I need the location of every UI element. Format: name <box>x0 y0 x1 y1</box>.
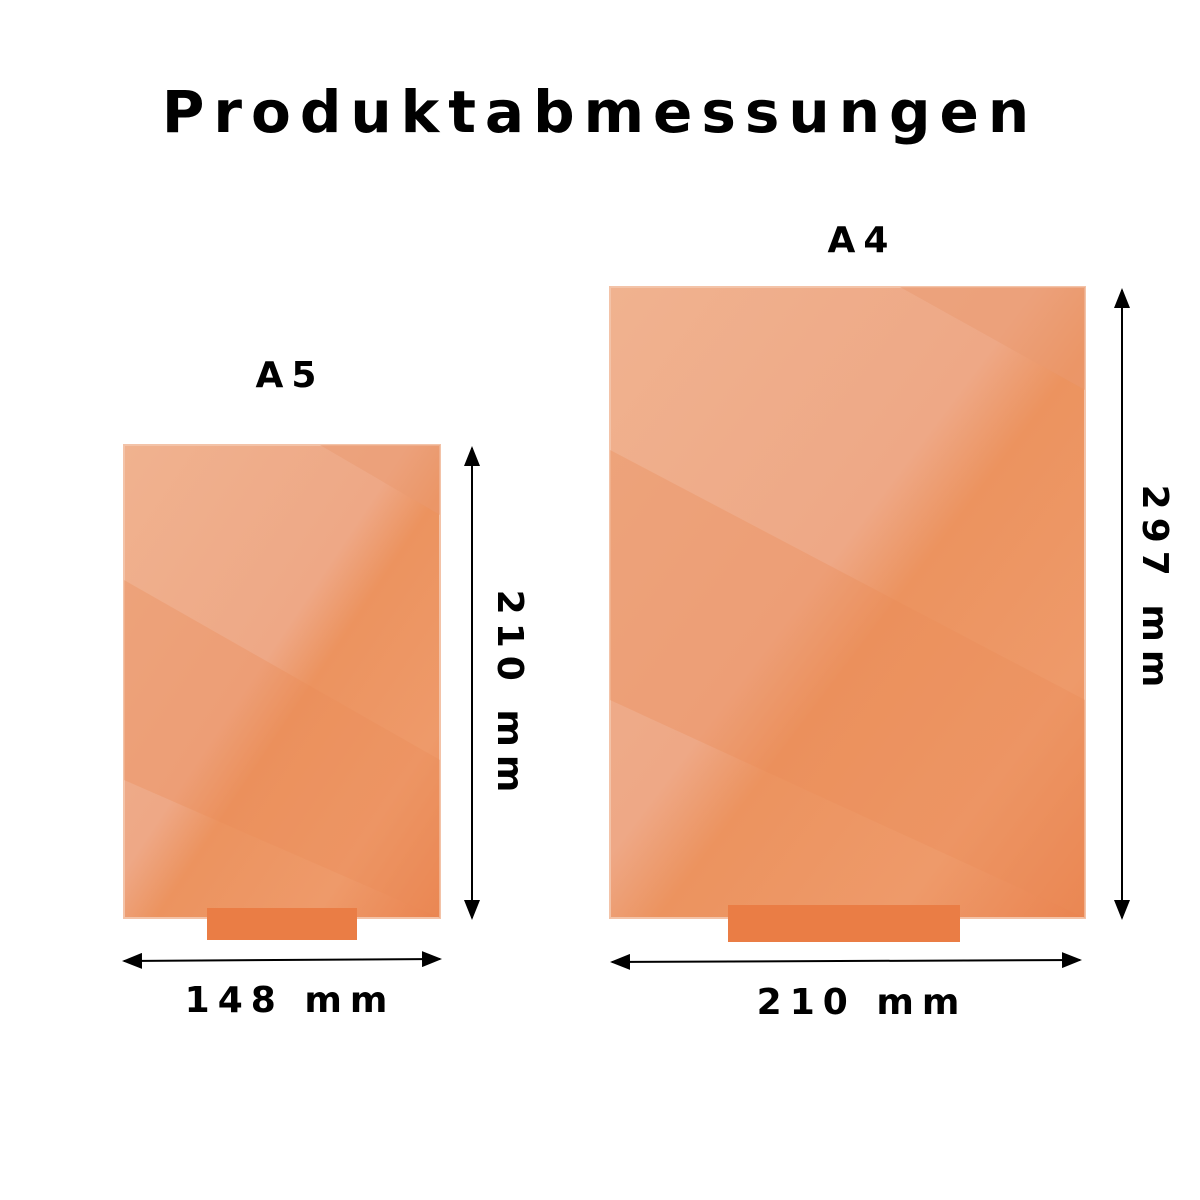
a4-height-label: 297 mm <box>1134 484 1175 696</box>
a5-panel <box>123 444 441 919</box>
a4-width-arrow <box>610 952 1082 970</box>
a5-height-label: 210 mm <box>489 589 530 801</box>
a4-stand-foot <box>728 905 960 942</box>
a5-width-label: 148 mm <box>184 980 396 1021</box>
a4-width-label: 210 mm <box>756 982 968 1023</box>
page-title: Produktabmessungen <box>161 78 1039 146</box>
a4-label: A4 <box>827 220 897 261</box>
a4-panel <box>609 286 1086 919</box>
a5-label: A5 <box>255 355 325 396</box>
a5-stand-foot <box>207 908 357 940</box>
a5-width-arrow <box>122 951 442 969</box>
